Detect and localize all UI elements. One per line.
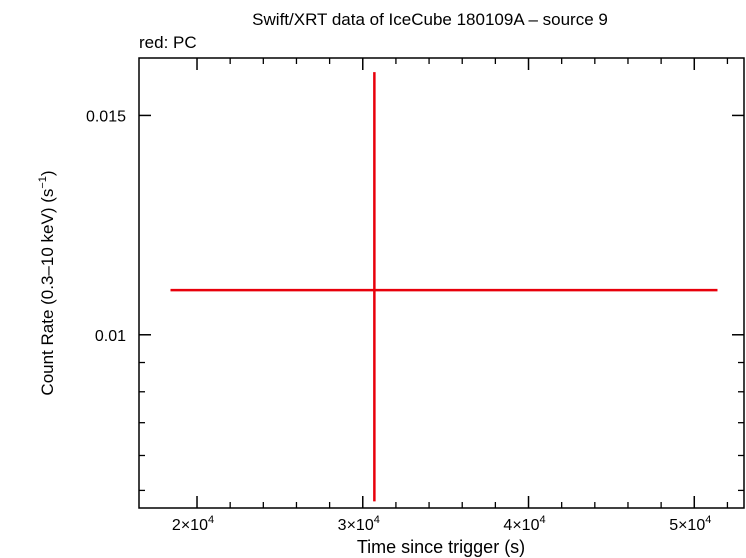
minor-ticks [139, 58, 744, 508]
x-axis-label: Time since trigger (s) [357, 537, 525, 557]
x-tick-label-exponent: 4 [705, 514, 711, 526]
y-axis-label-main: Count Rate (0.3–10 keV) (s [38, 189, 57, 396]
x-tick-label-mantissa: 5×10 [669, 517, 705, 534]
y-axis-label: Count Rate (0.3–10 keV) (s−1) [37, 170, 57, 395]
chart-title: Swift/XRT data of IceCube 180109A – sour… [252, 10, 608, 29]
x-tick-label: 2×104 [172, 514, 214, 534]
x-tick-label-exponent: 4 [539, 514, 545, 526]
x-tick-label-exponent: 4 [374, 514, 380, 526]
y-axis: 0.01 0.015 [86, 108, 744, 345]
y-axis-label-exponent: −1 [37, 176, 49, 189]
x-tick-label: 3×104 [338, 514, 380, 534]
x-axis: 2×104 3×104 4×104 5×104 [172, 58, 711, 534]
x-tick-label-exponent: 4 [208, 514, 214, 526]
x-tick-label: 5×104 [669, 514, 711, 534]
y-tick-label: 0.01 [95, 328, 126, 345]
y-tick-label: 0.015 [86, 108, 126, 125]
y-axis-label-tail: ) [38, 170, 57, 176]
x-tick-label-mantissa: 4×10 [503, 517, 539, 534]
x-tick-label-mantissa: 3×10 [338, 517, 374, 534]
x-tick-label-mantissa: 2×10 [172, 517, 208, 534]
plot-frame [138, 57, 745, 509]
x-tick-label: 4×104 [503, 514, 545, 534]
data-layer [170, 72, 718, 502]
chart-subtitle: red: PC [139, 33, 197, 52]
data-point [170, 72, 718, 502]
